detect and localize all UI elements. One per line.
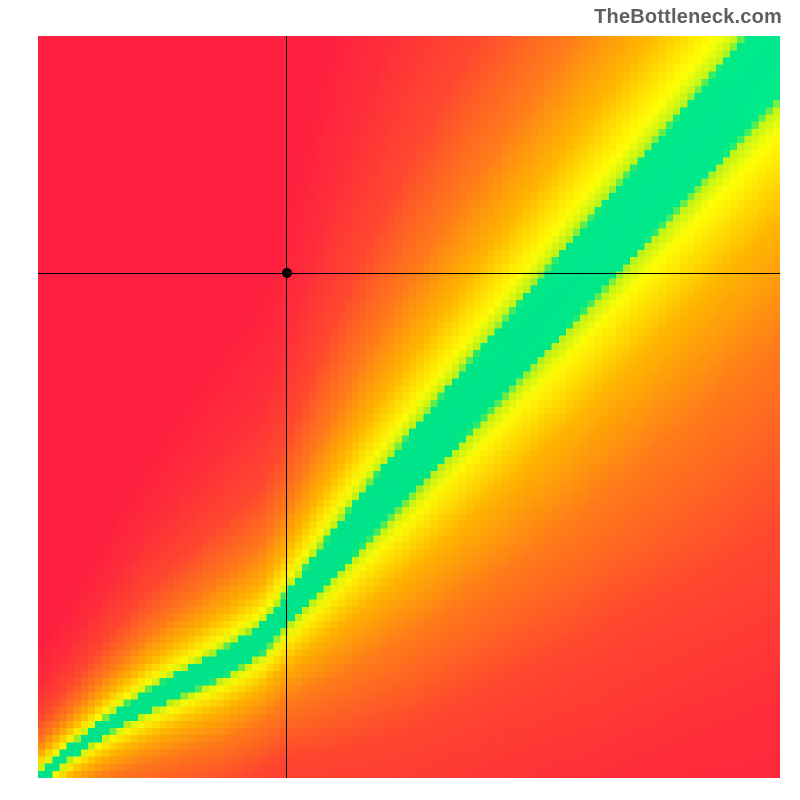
watermark-text: TheBottleneck.com [594, 6, 782, 29]
crosshair-horizontal [38, 273, 780, 274]
bottleneck-heatmap [38, 36, 780, 778]
crosshair-marker [281, 267, 293, 279]
crosshair-vertical [286, 36, 287, 778]
